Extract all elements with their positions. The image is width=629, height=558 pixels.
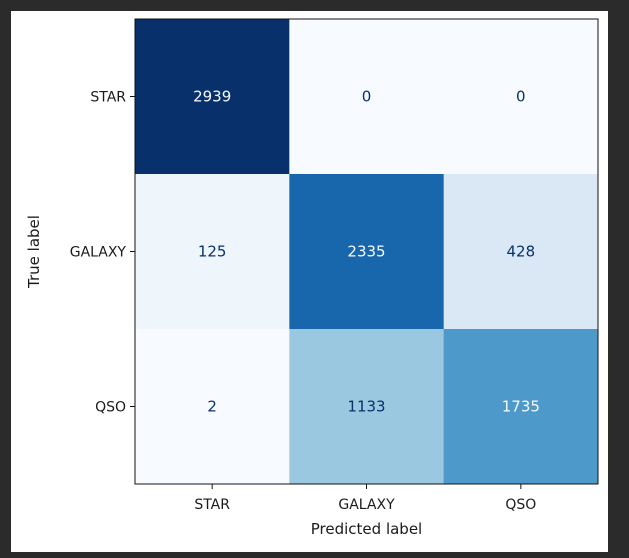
x-axis-title: Predicted label [311,520,422,538]
cell-value-label: 1735 [502,398,540,416]
heatmap-cell [289,19,445,175]
cell-value-label: 0 [362,88,372,106]
y-axis-title: True label [25,215,43,289]
confusion-matrix-figure: 2939 0 0 125 2335 428 2 1133 1735 STAR GALAXY QSO S… [11,11,608,552]
y-tick-label: GALAXY [70,245,127,261]
cell-value-label: 0 [516,88,526,106]
heatmap-cell [443,19,599,175]
heatmap-cell [135,329,290,485]
x-tick-label: QSO [505,497,536,513]
heatmap-cell [135,19,290,175]
heatmap-cell [289,329,445,485]
heatmap-cells: 2939 0 0 125 2335 428 2 1133 1735 [135,19,599,485]
cell-value-label: 2939 [193,88,231,106]
heatmap-cell [289,174,445,330]
y-tick-label: STAR [90,90,126,106]
cell-value-label: 1133 [347,398,385,416]
axis-ticks: STAR GALAXY QSO STAR GALAXY QSO [70,90,537,514]
heatmap-cell [443,174,599,330]
x-tick-label: GALAXY [338,497,395,513]
cell-value-label: 2 [207,398,217,416]
cell-value-label: 125 [198,243,227,261]
heatmap-cell [135,174,290,330]
y-tick-label: QSO [95,400,126,416]
x-tick-label: STAR [194,497,230,513]
cell-value-label: 2335 [347,243,385,261]
heatmap-cell [443,329,599,485]
cell-value-label: 428 [507,243,536,261]
